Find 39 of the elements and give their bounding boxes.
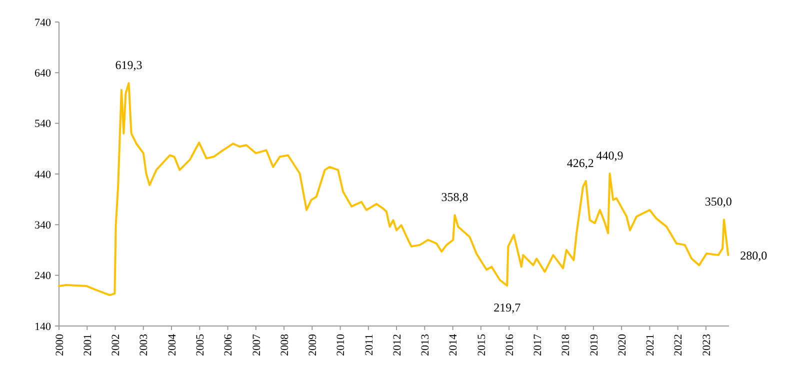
x-tick-label: 2009 [307, 334, 319, 356]
x-tick-label: 2010 [335, 334, 348, 356]
x-tick-label: 2016 [504, 334, 516, 356]
annotation: 358,8 [441, 190, 468, 204]
x-tick-label: 2006 [222, 334, 235, 356]
y-tick-label: 640 [34, 68, 52, 80]
x-tick-label: 2018 [560, 334, 572, 356]
x-tick-label: 2020 [616, 334, 628, 356]
x-tick-label: 2011 [363, 334, 376, 356]
x-tick-label: 2023 [700, 334, 713, 356]
annotation: 280,0 [740, 248, 768, 262]
line-series [58, 82, 730, 296]
x-tick-label: 2022 [672, 334, 685, 356]
x-tick-label: 2021 [644, 334, 657, 356]
x-tick-label: 2005 [194, 334, 206, 356]
x-tick-label: 2002 [110, 334, 122, 356]
x-tick-label: 2000 [54, 334, 66, 356]
annotation: 619,3 [115, 58, 142, 72]
y-tick-label: 740 [34, 16, 52, 29]
x-tick-label: 2014 [448, 334, 460, 356]
x-tick-label: 2019 [588, 334, 600, 356]
x-tick-label: 2013 [420, 334, 432, 356]
annotation: 426,2 [566, 156, 594, 170]
x-tick-label: 2012 [391, 334, 404, 356]
y-tick-label: 140 [34, 320, 52, 333]
y-tick-label: 440 [34, 168, 52, 181]
x-tick-label: 2008 [278, 334, 291, 356]
x-tick-label: 2017 [532, 334, 544, 356]
annotation: 440,9 [596, 148, 624, 163]
y-tick-label: 240 [34, 270, 52, 282]
x-tick-label: 2003 [138, 334, 150, 356]
x-tick-label: 2004 [166, 334, 178, 356]
x-tick-label: 2015 [476, 334, 488, 356]
annotation: 219,7 [494, 300, 521, 315]
x-tick-label: 2001 [82, 334, 94, 356]
y-tick-label: 340 [34, 220, 52, 232]
x-tick-label: 2007 [250, 334, 263, 356]
annotation: 350,0 [704, 194, 732, 209]
y-tick-label: 540 [34, 118, 52, 130]
